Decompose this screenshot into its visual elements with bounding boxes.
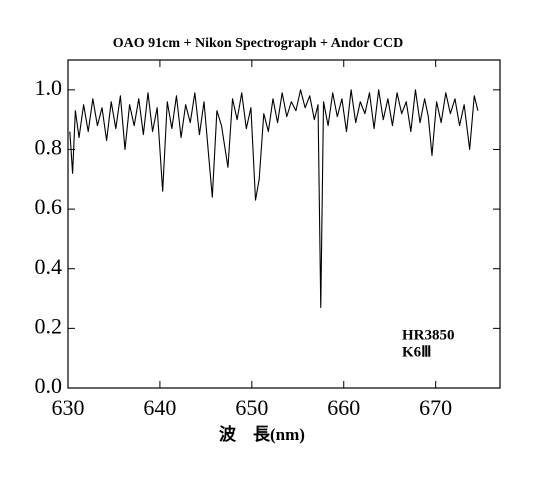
x-tick-label: 660 — [327, 395, 360, 420]
annotation: K6Ⅲ — [402, 344, 432, 360]
y-tick-label: 1.0 — [35, 75, 63, 100]
plot-frame — [67, 59, 501, 389]
x-axis-label: 波 長(nm) — [219, 424, 305, 444]
y-tick-label: 0.4 — [35, 254, 63, 279]
annotation: HR3850 — [402, 327, 455, 343]
x-tick-label: 650 — [235, 395, 268, 420]
chart-title: OAO 91cm + Nikon Spectrograph + Andor CC… — [113, 36, 403, 51]
y-tick-label: 0.6 — [35, 194, 63, 219]
spectrum-line — [69, 89, 479, 309]
x-tick-label: 640 — [143, 395, 176, 420]
x-tick-label: 670 — [419, 395, 452, 420]
y-tick-label: 0.2 — [35, 313, 63, 338]
y-tick-label: 0.0 — [35, 373, 63, 398]
x-tick-label: 630 — [52, 395, 85, 420]
y-tick-label: 0.8 — [35, 135, 63, 160]
